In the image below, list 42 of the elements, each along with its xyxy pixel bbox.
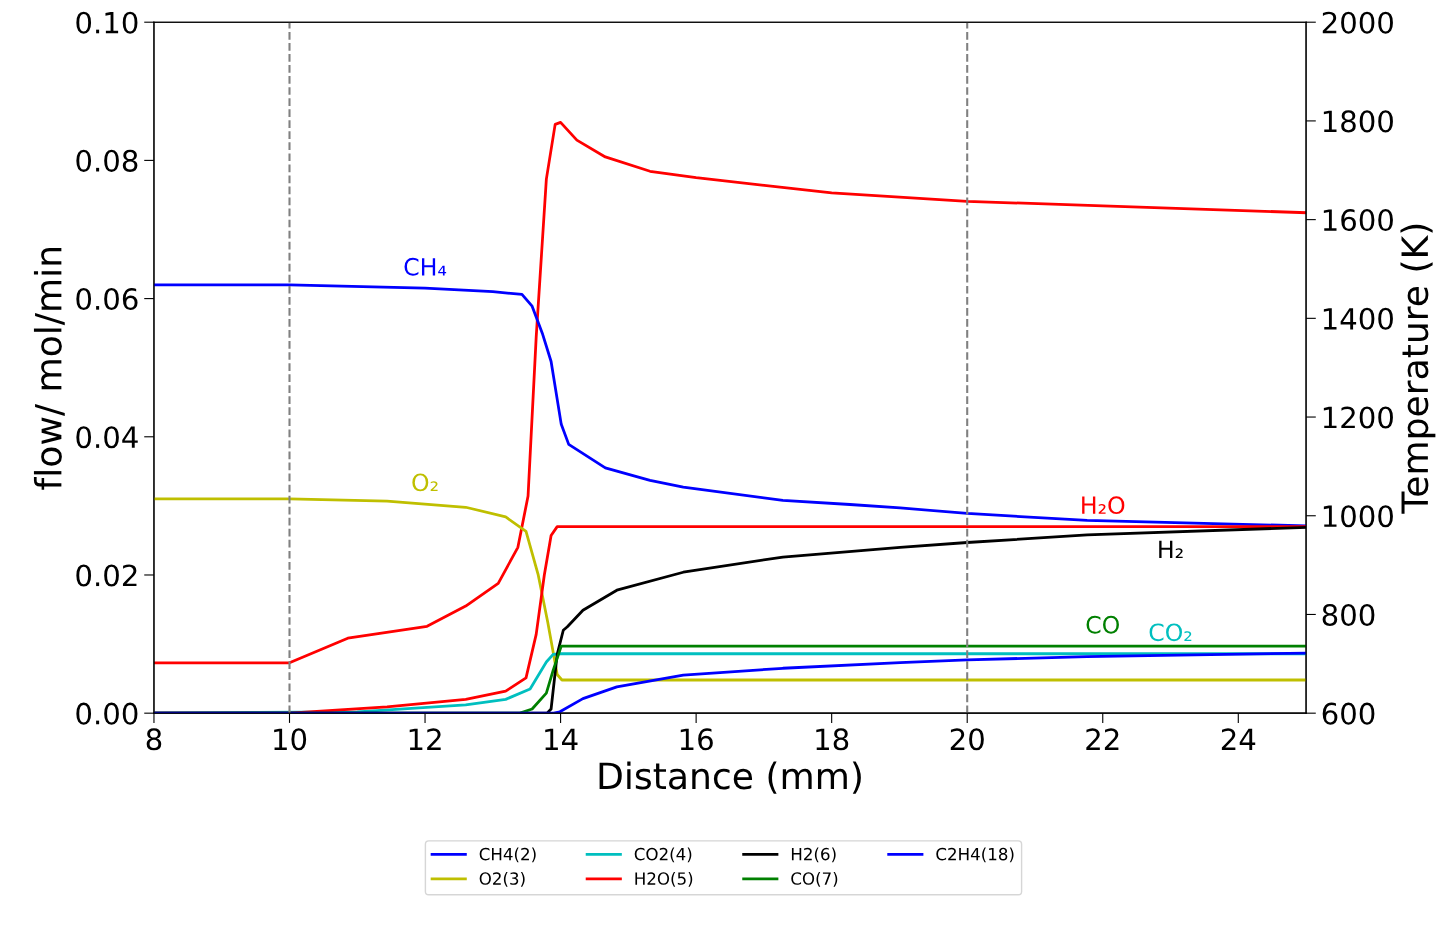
y2-tick-label: 1600	[1323, 209, 1393, 232]
y2-axis-title: Temperature (K)	[1400, 224, 1436, 514]
y-tick-label: 0.06	[76, 288, 138, 311]
x-tick-label: 22	[1086, 728, 1119, 750]
annotation: CH₄	[404, 257, 447, 276]
y2-tick-label: 2000	[1322, 11, 1393, 34]
y2-tick-label: 800	[1322, 603, 1375, 626]
legend-label: CO(7)	[791, 871, 838, 887]
line-series	[153, 497, 1307, 682]
x-tick-label: 8	[146, 728, 162, 751]
y-axis-title: flow/ mol/min	[33, 247, 65, 490]
y-tick-label: 0.00	[76, 702, 138, 725]
x-tick-label: 20	[950, 728, 984, 751]
x-tick-label: 14	[545, 728, 578, 750]
y-tick-label: 0.04	[76, 426, 138, 449]
annotation: CO	[1086, 615, 1119, 634]
annotation: H₂	[1159, 540, 1183, 559]
legend-label: CH4(2)	[479, 847, 536, 863]
y2-tick-label: 1200	[1323, 406, 1393, 429]
legend-label: H2O(5)	[635, 871, 693, 887]
y2-tick-label: 1400	[1323, 307, 1393, 330]
y-tick-label: 0.10	[76, 11, 138, 34]
y2-tick-label: 1000	[1323, 505, 1393, 528]
y-tick-label: 0.08	[76, 149, 138, 172]
x-tick-label: 16	[680, 728, 713, 751]
y2-tick-label: 600	[1322, 702, 1375, 725]
y-tick-label: 0.02	[76, 564, 137, 587]
legend-label: C2H4(18)	[936, 847, 1014, 863]
legend-label: H2(6)	[791, 847, 836, 863]
legend-label: CO2(4)	[634, 847, 692, 863]
annotation: CO₂	[1149, 623, 1192, 642]
annotation: O₂	[412, 473, 438, 492]
x-tick-label: 12	[409, 728, 441, 750]
legend-label: O2(3)	[479, 871, 525, 887]
x-axis-title: Distance (mm)	[599, 761, 861, 794]
x-tick-label: 18	[816, 728, 849, 751]
x-tick-label: 24	[1221, 728, 1256, 750]
x-tick-label: 10	[274, 728, 307, 751]
line-series	[153, 283, 1307, 528]
y2-tick-label: 1800	[1323, 110, 1393, 133]
line-series	[153, 121, 1307, 665]
annotation: H₂O	[1082, 496, 1125, 515]
